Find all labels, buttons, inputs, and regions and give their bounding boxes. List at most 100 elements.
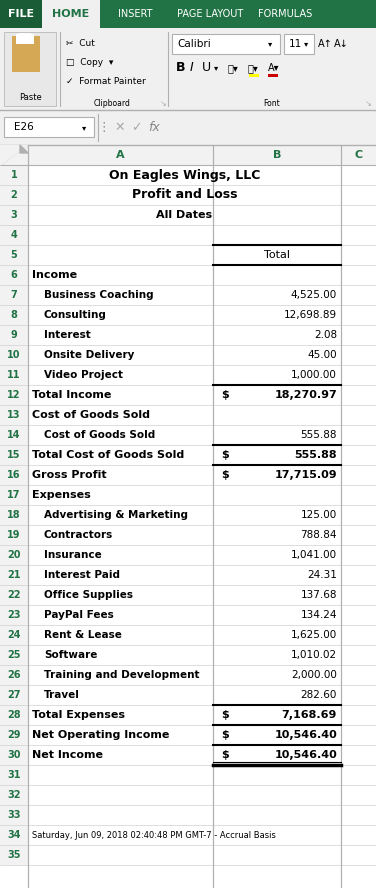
Text: Cost of Goods Sold: Cost of Goods Sold	[44, 430, 155, 440]
Text: FILE: FILE	[8, 9, 34, 19]
Text: $: $	[221, 730, 229, 740]
Text: ▾: ▾	[304, 39, 308, 49]
Bar	[0, 485, 28, 505]
Text: 8: 8	[11, 310, 17, 320]
Bar	[12, 36, 40, 72]
Text: ✕: ✕	[115, 121, 125, 134]
Bar	[0, 285, 28, 305]
Text: 10,546.40: 10,546.40	[274, 750, 337, 760]
Text: 788.84: 788.84	[300, 530, 337, 540]
Text: 2: 2	[11, 190, 17, 200]
Text: Insurance: Insurance	[44, 550, 102, 560]
Text: 18,270.97: 18,270.97	[274, 390, 337, 400]
Text: Total Expenses: Total Expenses	[32, 710, 125, 720]
Bar	[42, 0, 100, 28]
Bar	[268, 74, 278, 77]
Bar	[0, 425, 28, 445]
Text: 555.88: 555.88	[294, 450, 337, 460]
Text: 11: 11	[289, 39, 302, 49]
Text: On Eagles Wings, LLC: On Eagles Wings, LLC	[109, 169, 260, 181]
Text: 24.31: 24.31	[307, 570, 337, 580]
Text: ✓: ✓	[131, 121, 141, 134]
Bar	[0, 805, 28, 825]
Text: ⋮: ⋮	[98, 121, 110, 134]
Text: B: B	[176, 61, 185, 75]
Bar	[0, 0, 376, 28]
Text: INSERT: INSERT	[118, 9, 152, 19]
Text: ↘: ↘	[364, 99, 371, 108]
Text: 18: 18	[7, 510, 21, 520]
Text: 10: 10	[7, 350, 21, 360]
Text: $: $	[221, 710, 229, 720]
Text: A↓: A↓	[334, 39, 349, 49]
Text: 1,000.00: 1,000.00	[291, 370, 337, 380]
Text: All Dates: All Dates	[156, 210, 212, 220]
Bar	[19, 33, 31, 41]
Text: 31: 31	[7, 770, 21, 780]
Text: 7: 7	[11, 290, 17, 300]
Text: 2,000.00: 2,000.00	[291, 670, 337, 680]
Bar	[0, 265, 28, 285]
Text: ▾: ▾	[214, 64, 218, 73]
Text: $: $	[221, 470, 229, 480]
Bar	[0, 205, 28, 225]
Text: $: $	[221, 450, 229, 460]
Text: ▾: ▾	[268, 39, 272, 49]
Text: I: I	[190, 61, 194, 75]
Text: A▾: A▾	[268, 63, 279, 73]
Text: 134.24: 134.24	[300, 610, 337, 620]
Text: $: $	[221, 750, 229, 760]
Text: A↑: A↑	[318, 39, 333, 49]
Bar	[0, 325, 28, 345]
Bar	[172, 34, 280, 54]
Bar	[0, 725, 28, 745]
Text: 1,625.00: 1,625.00	[291, 630, 337, 640]
Text: 10,546.40: 10,546.40	[274, 730, 337, 740]
Text: 7,168.69: 7,168.69	[282, 710, 337, 720]
Text: Contractors: Contractors	[44, 530, 113, 540]
Bar	[0, 825, 28, 845]
Text: Rent & Lease: Rent & Lease	[44, 630, 122, 640]
Bar	[0, 0, 42, 28]
Text: 6: 6	[11, 270, 17, 280]
Bar	[4, 117, 94, 138]
Polygon shape	[0, 145, 28, 165]
Text: 137.68: 137.68	[300, 590, 337, 600]
Text: 17: 17	[7, 490, 21, 500]
Text: 🖌▾: 🖌▾	[248, 63, 259, 73]
Text: 3: 3	[11, 210, 17, 220]
Text: 24: 24	[7, 630, 21, 640]
Text: 15: 15	[7, 450, 21, 460]
Text: fx: fx	[148, 121, 160, 134]
Text: Gross Profit: Gross Profit	[32, 470, 107, 480]
Text: Video Project: Video Project	[44, 370, 123, 380]
Text: 12: 12	[7, 390, 21, 400]
Text: 25: 25	[7, 650, 21, 660]
Bar	[0, 165, 28, 185]
Bar	[0, 605, 28, 625]
Text: Consulting: Consulting	[44, 310, 107, 320]
Text: 23: 23	[7, 610, 21, 620]
Text: 2.08: 2.08	[314, 330, 337, 340]
Text: Net Operating Income: Net Operating Income	[32, 730, 169, 740]
Bar	[0, 505, 28, 525]
Bar	[0, 525, 28, 545]
Bar	[0, 405, 28, 425]
Bar	[0, 565, 28, 585]
Bar	[0, 245, 28, 265]
Text: 1,010.02: 1,010.02	[291, 650, 337, 660]
Text: PAGE LAYOUT: PAGE LAYOUT	[177, 9, 243, 19]
Text: Total Income: Total Income	[32, 390, 111, 400]
Bar	[0, 545, 28, 565]
Bar	[0, 665, 28, 685]
Text: □  Copy  ▾: □ Copy ▾	[66, 59, 114, 67]
Text: Advertising & Marketing: Advertising & Marketing	[44, 510, 188, 520]
Text: ✂  Cut: ✂ Cut	[66, 39, 95, 49]
Text: Income: Income	[32, 270, 77, 280]
Text: Font: Font	[264, 99, 280, 108]
Bar	[0, 225, 28, 245]
Text: 32: 32	[7, 790, 21, 800]
Bar	[0, 625, 28, 645]
Text: 20: 20	[7, 550, 21, 560]
Bar	[0, 785, 28, 805]
